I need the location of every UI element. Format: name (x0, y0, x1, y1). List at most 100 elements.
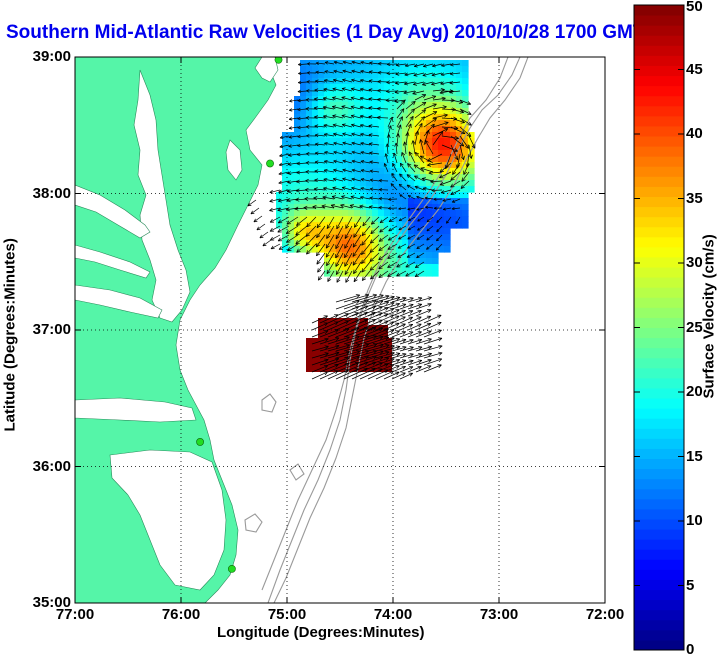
current-cell (384, 66, 391, 73)
current-cell (372, 90, 379, 97)
velocity-arrow (450, 189, 461, 195)
velocity-arrow (399, 346, 414, 352)
albemarle-sound (75, 397, 197, 423)
current-cell (282, 210, 289, 217)
velocity-arrow (378, 252, 389, 261)
current-cell (336, 120, 343, 127)
velocity-arrow (425, 205, 434, 209)
current-cell (384, 138, 391, 145)
velocity-arrow (359, 96, 371, 101)
current-cell (390, 228, 397, 235)
y-tick-label: 35:00 (32, 594, 71, 611)
current-cell (366, 204, 373, 211)
current-cell (396, 246, 403, 253)
velocity-arrow (327, 320, 349, 331)
velocity-arrows (247, 60, 476, 380)
velocity-arrow (386, 89, 398, 94)
current-cell (396, 222, 403, 229)
velocity-arrow (368, 124, 380, 128)
current-cell (336, 108, 343, 115)
current-cell (420, 138, 427, 145)
colorbar-swatch (634, 15, 684, 26)
velocity-arrow (322, 105, 335, 110)
current-cell (372, 216, 379, 223)
current-cell (420, 78, 427, 85)
current-cell (384, 90, 391, 97)
velocity-arrow (378, 197, 389, 201)
current-cell (312, 60, 319, 67)
current-cell (396, 78, 403, 85)
current-cell (318, 138, 325, 145)
velocity-arrow (442, 198, 452, 202)
velocity-arrow (319, 363, 339, 373)
current-cell (348, 84, 355, 91)
current-cell (414, 252, 421, 259)
current-cell (420, 234, 427, 241)
current-cell (324, 84, 331, 91)
velocity-arrow (269, 207, 281, 212)
velocity-arrow (341, 87, 353, 92)
current-cell (390, 264, 397, 271)
velocity-arrow (426, 243, 434, 250)
current-cell (414, 168, 421, 175)
current-cell (450, 84, 457, 91)
velocity-arrow (306, 71, 317, 75)
current-cell (300, 78, 307, 85)
current-cell (342, 108, 349, 115)
current-cell (468, 162, 475, 169)
current-cell (372, 246, 379, 253)
velocity-arrow (314, 124, 326, 129)
current-cell (372, 108, 379, 115)
current-cell (420, 180, 427, 187)
velocity-arrow (369, 252, 380, 262)
current-cell (276, 210, 283, 217)
velocity-arrow (361, 225, 371, 236)
current-cell (462, 144, 469, 151)
velocity-arrow (414, 175, 425, 182)
velocity-arrow (419, 139, 425, 155)
current-cell (318, 198, 325, 205)
current-cell (450, 192, 457, 199)
velocity-arrow (379, 216, 389, 224)
current-cell (372, 252, 379, 259)
velocity-arrow (398, 207, 407, 211)
current-cell (300, 192, 307, 199)
velocity-arrow (342, 69, 353, 74)
current-cell (366, 102, 373, 109)
current-cell (408, 180, 415, 187)
current-cell (318, 144, 325, 151)
current-cell (384, 222, 391, 229)
current-cell (312, 162, 319, 169)
velocity-arrow (288, 144, 299, 148)
current-cell (294, 144, 301, 151)
current-cell (432, 120, 439, 127)
velocity-arrow (387, 206, 398, 210)
current-cell (438, 192, 445, 199)
current-cell (318, 120, 325, 127)
velocity-arrow (333, 78, 344, 83)
velocity-arrow (414, 63, 425, 68)
velocity-arrow (360, 195, 371, 200)
velocity-arrow (378, 261, 389, 270)
current-cell (324, 138, 331, 145)
current-cell (444, 186, 451, 193)
velocity-arrow (440, 72, 452, 77)
velocity-arrow (431, 72, 443, 77)
velocity-arrow (385, 98, 398, 103)
velocity-arrow (395, 72, 407, 76)
current-cell (396, 216, 403, 223)
current-cell (420, 120, 427, 127)
velocity-arrow (335, 243, 344, 259)
velocity-arrow (375, 329, 395, 338)
current-cell (348, 198, 355, 205)
velocity-arrow (315, 70, 326, 75)
velocity-arrow (333, 168, 344, 173)
current-cell (420, 264, 427, 271)
current-cell (450, 108, 457, 115)
velocity-arrow (341, 186, 353, 191)
velocity-arrow (387, 261, 398, 268)
velocity-arrow (256, 223, 266, 231)
current-cell (414, 246, 421, 253)
current-cell (414, 90, 421, 97)
current-cell (312, 120, 319, 127)
